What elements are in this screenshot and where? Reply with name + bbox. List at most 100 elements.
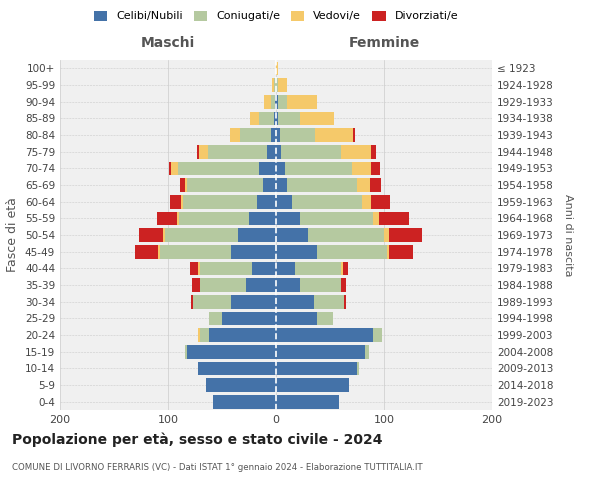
Bar bbox=[276, 95, 278, 108]
Bar bbox=[181, 195, 183, 208]
Bar bbox=[252, 262, 276, 275]
Bar bbox=[357, 362, 359, 375]
Bar bbox=[389, 228, 422, 242]
Bar bbox=[183, 195, 257, 208]
Bar bbox=[276, 162, 284, 175]
Bar bbox=[259, 162, 276, 175]
Bar bbox=[222, 312, 276, 325]
Bar bbox=[373, 212, 379, 225]
Bar bbox=[178, 162, 259, 175]
Bar bbox=[276, 312, 317, 325]
Bar bbox=[272, 78, 274, 92]
Bar bbox=[187, 345, 276, 358]
Bar bbox=[165, 228, 238, 242]
Bar bbox=[317, 312, 333, 325]
Bar bbox=[314, 295, 344, 308]
Bar bbox=[384, 228, 389, 242]
Bar bbox=[352, 162, 371, 175]
Bar bbox=[214, 395, 276, 408]
Bar bbox=[353, 128, 355, 142]
Bar bbox=[317, 245, 387, 258]
Bar bbox=[274, 78, 276, 92]
Bar bbox=[259, 112, 274, 125]
Bar bbox=[209, 328, 276, 342]
Bar bbox=[190, 262, 198, 275]
Bar bbox=[197, 145, 199, 158]
Bar bbox=[280, 128, 315, 142]
Bar bbox=[198, 262, 200, 275]
Bar bbox=[192, 278, 200, 292]
Bar bbox=[157, 212, 176, 225]
Bar bbox=[287, 178, 357, 192]
Bar bbox=[179, 212, 249, 225]
Bar bbox=[171, 162, 178, 175]
Bar bbox=[230, 295, 276, 308]
Bar bbox=[180, 178, 185, 192]
Bar bbox=[170, 195, 181, 208]
Text: Maschi: Maschi bbox=[141, 36, 195, 50]
Bar bbox=[176, 212, 179, 225]
Bar bbox=[276, 362, 357, 375]
Text: COMUNE DI LIVORNO FERRARIS (VC) - Dati ISTAT 1° gennaio 2024 - Elaborazione TUTT: COMUNE DI LIVORNO FERRARIS (VC) - Dati I… bbox=[12, 462, 422, 471]
Bar bbox=[275, 95, 276, 108]
Bar bbox=[169, 162, 171, 175]
Bar bbox=[271, 128, 276, 142]
Bar bbox=[284, 162, 352, 175]
Bar bbox=[371, 195, 391, 208]
Bar bbox=[163, 228, 165, 242]
Bar bbox=[276, 345, 365, 358]
Bar bbox=[238, 228, 276, 242]
Bar bbox=[281, 145, 341, 158]
Bar bbox=[134, 245, 158, 258]
Bar bbox=[373, 328, 382, 342]
Bar bbox=[276, 395, 338, 408]
Legend: Celibi/Nubili, Coniugati/e, Vedovi/e, Divorziati/e: Celibi/Nubili, Coniugati/e, Vedovi/e, Di… bbox=[94, 10, 458, 22]
Bar bbox=[200, 278, 246, 292]
Bar bbox=[300, 212, 373, 225]
Bar bbox=[198, 362, 276, 375]
Bar bbox=[278, 78, 287, 92]
Bar bbox=[263, 178, 276, 192]
Bar bbox=[389, 245, 413, 258]
Bar bbox=[191, 295, 193, 308]
Bar bbox=[209, 312, 222, 325]
Bar bbox=[278, 95, 287, 108]
Bar bbox=[271, 95, 275, 108]
Bar bbox=[208, 145, 268, 158]
Bar bbox=[371, 145, 376, 158]
Bar bbox=[300, 112, 334, 125]
Bar bbox=[257, 195, 276, 208]
Bar bbox=[276, 212, 300, 225]
Bar bbox=[249, 212, 276, 225]
Bar bbox=[139, 228, 163, 242]
Bar bbox=[276, 378, 349, 392]
Bar bbox=[200, 328, 209, 342]
Bar bbox=[357, 178, 370, 192]
Bar bbox=[193, 295, 230, 308]
Bar bbox=[371, 162, 380, 175]
Bar bbox=[276, 228, 308, 242]
Bar bbox=[276, 62, 278, 75]
Bar bbox=[276, 78, 278, 92]
Bar bbox=[276, 112, 278, 125]
Bar bbox=[341, 262, 343, 275]
Bar bbox=[276, 278, 300, 292]
Text: Femmine: Femmine bbox=[349, 36, 419, 50]
Bar bbox=[344, 295, 346, 308]
Bar bbox=[276, 128, 280, 142]
Bar bbox=[276, 295, 314, 308]
Bar bbox=[341, 145, 371, 158]
Bar bbox=[370, 178, 381, 192]
Bar bbox=[199, 145, 208, 158]
Bar bbox=[276, 328, 373, 342]
Y-axis label: Fasce di età: Fasce di età bbox=[7, 198, 19, 272]
Bar bbox=[276, 262, 295, 275]
Bar bbox=[187, 178, 263, 192]
Bar bbox=[276, 145, 281, 158]
Bar bbox=[287, 95, 317, 108]
Bar bbox=[276, 245, 317, 258]
Bar bbox=[185, 345, 187, 358]
Bar bbox=[365, 345, 369, 358]
Bar bbox=[230, 245, 276, 258]
Bar bbox=[276, 178, 287, 192]
